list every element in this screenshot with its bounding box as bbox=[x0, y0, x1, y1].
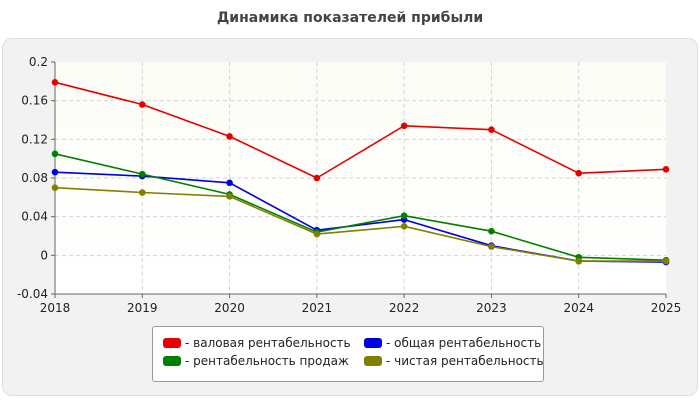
legend-swatch-olive bbox=[364, 356, 382, 366]
chart-legend: - валовая рентабельность - общая рентабе… bbox=[152, 326, 544, 382]
x-tick-label: 2024 bbox=[563, 301, 594, 315]
legend-swatch-red bbox=[163, 338, 181, 348]
data-point bbox=[400, 223, 408, 230]
data-point bbox=[51, 79, 59, 86]
series-line bbox=[54, 186, 666, 262]
legend-item-net-margin: - чистая рентабельность bbox=[364, 354, 544, 368]
data-point bbox=[226, 179, 233, 187]
y-tick-label: 0.16 bbox=[21, 94, 48, 108]
series-line bbox=[54, 81, 667, 179]
y-tick-label: 0.08 bbox=[21, 171, 48, 185]
x-tick-label: 2020 bbox=[214, 301, 245, 315]
legend-item-sales-margin: - рентабельность продаж bbox=[163, 354, 349, 368]
data-point bbox=[226, 133, 233, 140]
series-layer bbox=[51, 79, 670, 266]
x-tick-label: 2019 bbox=[127, 301, 158, 315]
y-tick-label: 0.04 bbox=[21, 210, 48, 224]
x-tick-label: 2018 bbox=[40, 301, 71, 315]
data-point bbox=[400, 122, 408, 130]
data-point bbox=[662, 166, 670, 173]
y-tick-label: 0.2 bbox=[29, 55, 48, 69]
legend-label: - чистая рентабельность bbox=[386, 354, 544, 368]
legend-swatch-green bbox=[163, 356, 181, 366]
series-line bbox=[54, 153, 667, 261]
data-point bbox=[313, 174, 321, 182]
legend-label: - рентабельность продаж bbox=[185, 354, 349, 368]
data-point bbox=[575, 169, 583, 177]
legend-label: - общая рентабельность bbox=[386, 336, 542, 350]
data-point bbox=[51, 168, 59, 176]
data-point bbox=[400, 212, 408, 219]
data-point bbox=[51, 184, 59, 191]
x-tick-label: 2022 bbox=[389, 301, 420, 315]
x-tick-label: 2023 bbox=[476, 301, 507, 315]
legend-item-gross-margin: - валовая рентабельность bbox=[163, 336, 351, 350]
data-point bbox=[226, 193, 233, 200]
legend-label: - валовая рентабельность bbox=[185, 336, 351, 350]
legend-item-total-margin: - общая рентабельность bbox=[364, 336, 541, 350]
series-3 bbox=[51, 184, 670, 265]
x-tick-label: 2021 bbox=[302, 301, 333, 315]
data-point bbox=[313, 230, 321, 238]
data-point bbox=[51, 150, 59, 158]
y-tick-label: 0.12 bbox=[21, 132, 48, 146]
data-point bbox=[138, 101, 146, 108]
data-point bbox=[488, 243, 495, 250]
chart-title: Динамика показателей прибыли bbox=[216, 10, 484, 26]
legend-swatch-blue bbox=[364, 338, 382, 348]
data-point bbox=[488, 126, 495, 133]
data-point bbox=[138, 170, 146, 178]
x-tick-label: 2025 bbox=[651, 301, 682, 315]
data-point bbox=[575, 257, 583, 265]
data-point bbox=[662, 257, 670, 265]
data-point bbox=[488, 227, 495, 235]
y-tick-label: 0 bbox=[40, 248, 48, 262]
y-tick-label: -0.04 bbox=[17, 287, 48, 301]
series-0 bbox=[51, 79, 670, 182]
data-point bbox=[138, 189, 146, 196]
